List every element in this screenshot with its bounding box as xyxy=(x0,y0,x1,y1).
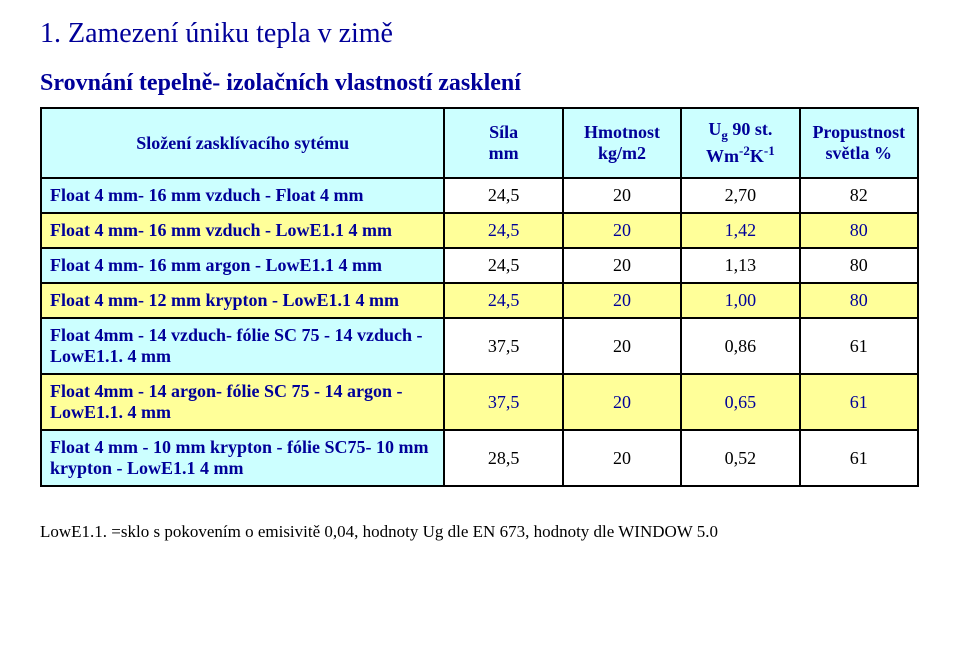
col-header-text: K xyxy=(750,146,764,166)
table-row: Float 4 mm- 12 mm krypton - LowE1.1 4 mm… xyxy=(41,283,918,318)
row-label: Float 4mm - 14 vzduch- fólie SC 75 - 14 … xyxy=(41,318,444,374)
row-value: 80 xyxy=(800,248,918,283)
row-value: 1,00 xyxy=(681,283,799,318)
row-value: 61 xyxy=(800,430,918,486)
col-header-text: kg/m2 xyxy=(598,143,646,163)
col-header-text: 90 st. xyxy=(728,119,773,139)
col-header-ug: Ug 90 st. Wm-2K-1 xyxy=(681,108,799,178)
row-label: Float 4 mm - 10 mm krypton - fólie SC75-… xyxy=(41,430,444,486)
comparison-table: Složení zasklívacího sytému Síla mm Hmot… xyxy=(40,107,919,487)
row-value: 2,70 xyxy=(681,178,799,213)
row-label: Float 4 mm- 16 mm vzduch - Float 4 mm xyxy=(41,178,444,213)
row-value: 61 xyxy=(800,374,918,430)
row-value: 20 xyxy=(563,248,681,283)
table-row: Float 4 mm- 16 mm vzduch - Float 4 mm24,… xyxy=(41,178,918,213)
page-subtitle: Srovnání tepelně- izolačních vlastností … xyxy=(40,70,919,97)
col-header-weight: Hmotnost kg/m2 xyxy=(563,108,681,178)
row-value: 80 xyxy=(800,213,918,248)
table-header-row: Složení zasklívacího sytému Síla mm Hmot… xyxy=(41,108,918,178)
row-value: 20 xyxy=(563,178,681,213)
col-header-text: U xyxy=(708,119,721,139)
row-label: Float 4 mm- 16 mm vzduch - LowE1.1 4 mm xyxy=(41,213,444,248)
row-value: 20 xyxy=(563,318,681,374)
col-header-sup: -1 xyxy=(764,143,775,158)
row-value: 1,42 xyxy=(681,213,799,248)
row-value: 82 xyxy=(800,178,918,213)
row-value: 20 xyxy=(563,283,681,318)
row-value: 80 xyxy=(800,283,918,318)
table-row: Float 4 mm - 10 mm krypton - fólie SC75-… xyxy=(41,430,918,486)
row-value: 20 xyxy=(563,213,681,248)
row-value: 24,5 xyxy=(444,283,562,318)
row-label: Float 4mm - 14 argon- fólie SC 75 - 14 a… xyxy=(41,374,444,430)
col-header-composition: Složení zasklívacího sytému xyxy=(41,108,444,178)
col-header-sup: -2 xyxy=(739,143,750,158)
col-header-text: Propustnost xyxy=(812,122,905,142)
col-header-thickness: Síla mm xyxy=(444,108,562,178)
table-row: Float 4mm - 14 argon- fólie SC 75 - 14 a… xyxy=(41,374,918,430)
col-header-text: Síla xyxy=(489,122,518,142)
row-value: 24,5 xyxy=(444,248,562,283)
footnote: LowE1.1. =sklo s pokovením o emisivitě 0… xyxy=(40,522,919,542)
row-value: 1,13 xyxy=(681,248,799,283)
row-label: Float 4 mm- 12 mm krypton - LowE1.1 4 mm xyxy=(41,283,444,318)
row-value: 37,5 xyxy=(444,374,562,430)
row-label: Float 4 mm- 16 mm argon - LowE1.1 4 mm xyxy=(41,248,444,283)
col-header-text: mm xyxy=(489,143,519,163)
row-value: 0,86 xyxy=(681,318,799,374)
col-header-text: Hmotnost xyxy=(584,122,660,142)
row-value: 20 xyxy=(563,374,681,430)
table-row: Float 4 mm- 16 mm vzduch - LowE1.1 4 mm2… xyxy=(41,213,918,248)
row-value: 20 xyxy=(563,430,681,486)
row-value: 0,65 xyxy=(681,374,799,430)
row-value: 61 xyxy=(800,318,918,374)
row-value: 28,5 xyxy=(444,430,562,486)
col-header-light: Propustnost světla % xyxy=(800,108,918,178)
table-row: Float 4mm - 14 vzduch- fólie SC 75 - 14 … xyxy=(41,318,918,374)
table-row: Float 4 mm- 16 mm argon - LowE1.1 4 mm24… xyxy=(41,248,918,283)
row-value: 37,5 xyxy=(444,318,562,374)
row-value: 24,5 xyxy=(444,178,562,213)
col-header-text: světla % xyxy=(826,143,893,163)
col-header-text: Wm xyxy=(706,146,739,166)
row-value: 0,52 xyxy=(681,430,799,486)
row-value: 24,5 xyxy=(444,213,562,248)
page-title: 1. Zamezení úniku tepla v zimě xyxy=(40,18,919,50)
